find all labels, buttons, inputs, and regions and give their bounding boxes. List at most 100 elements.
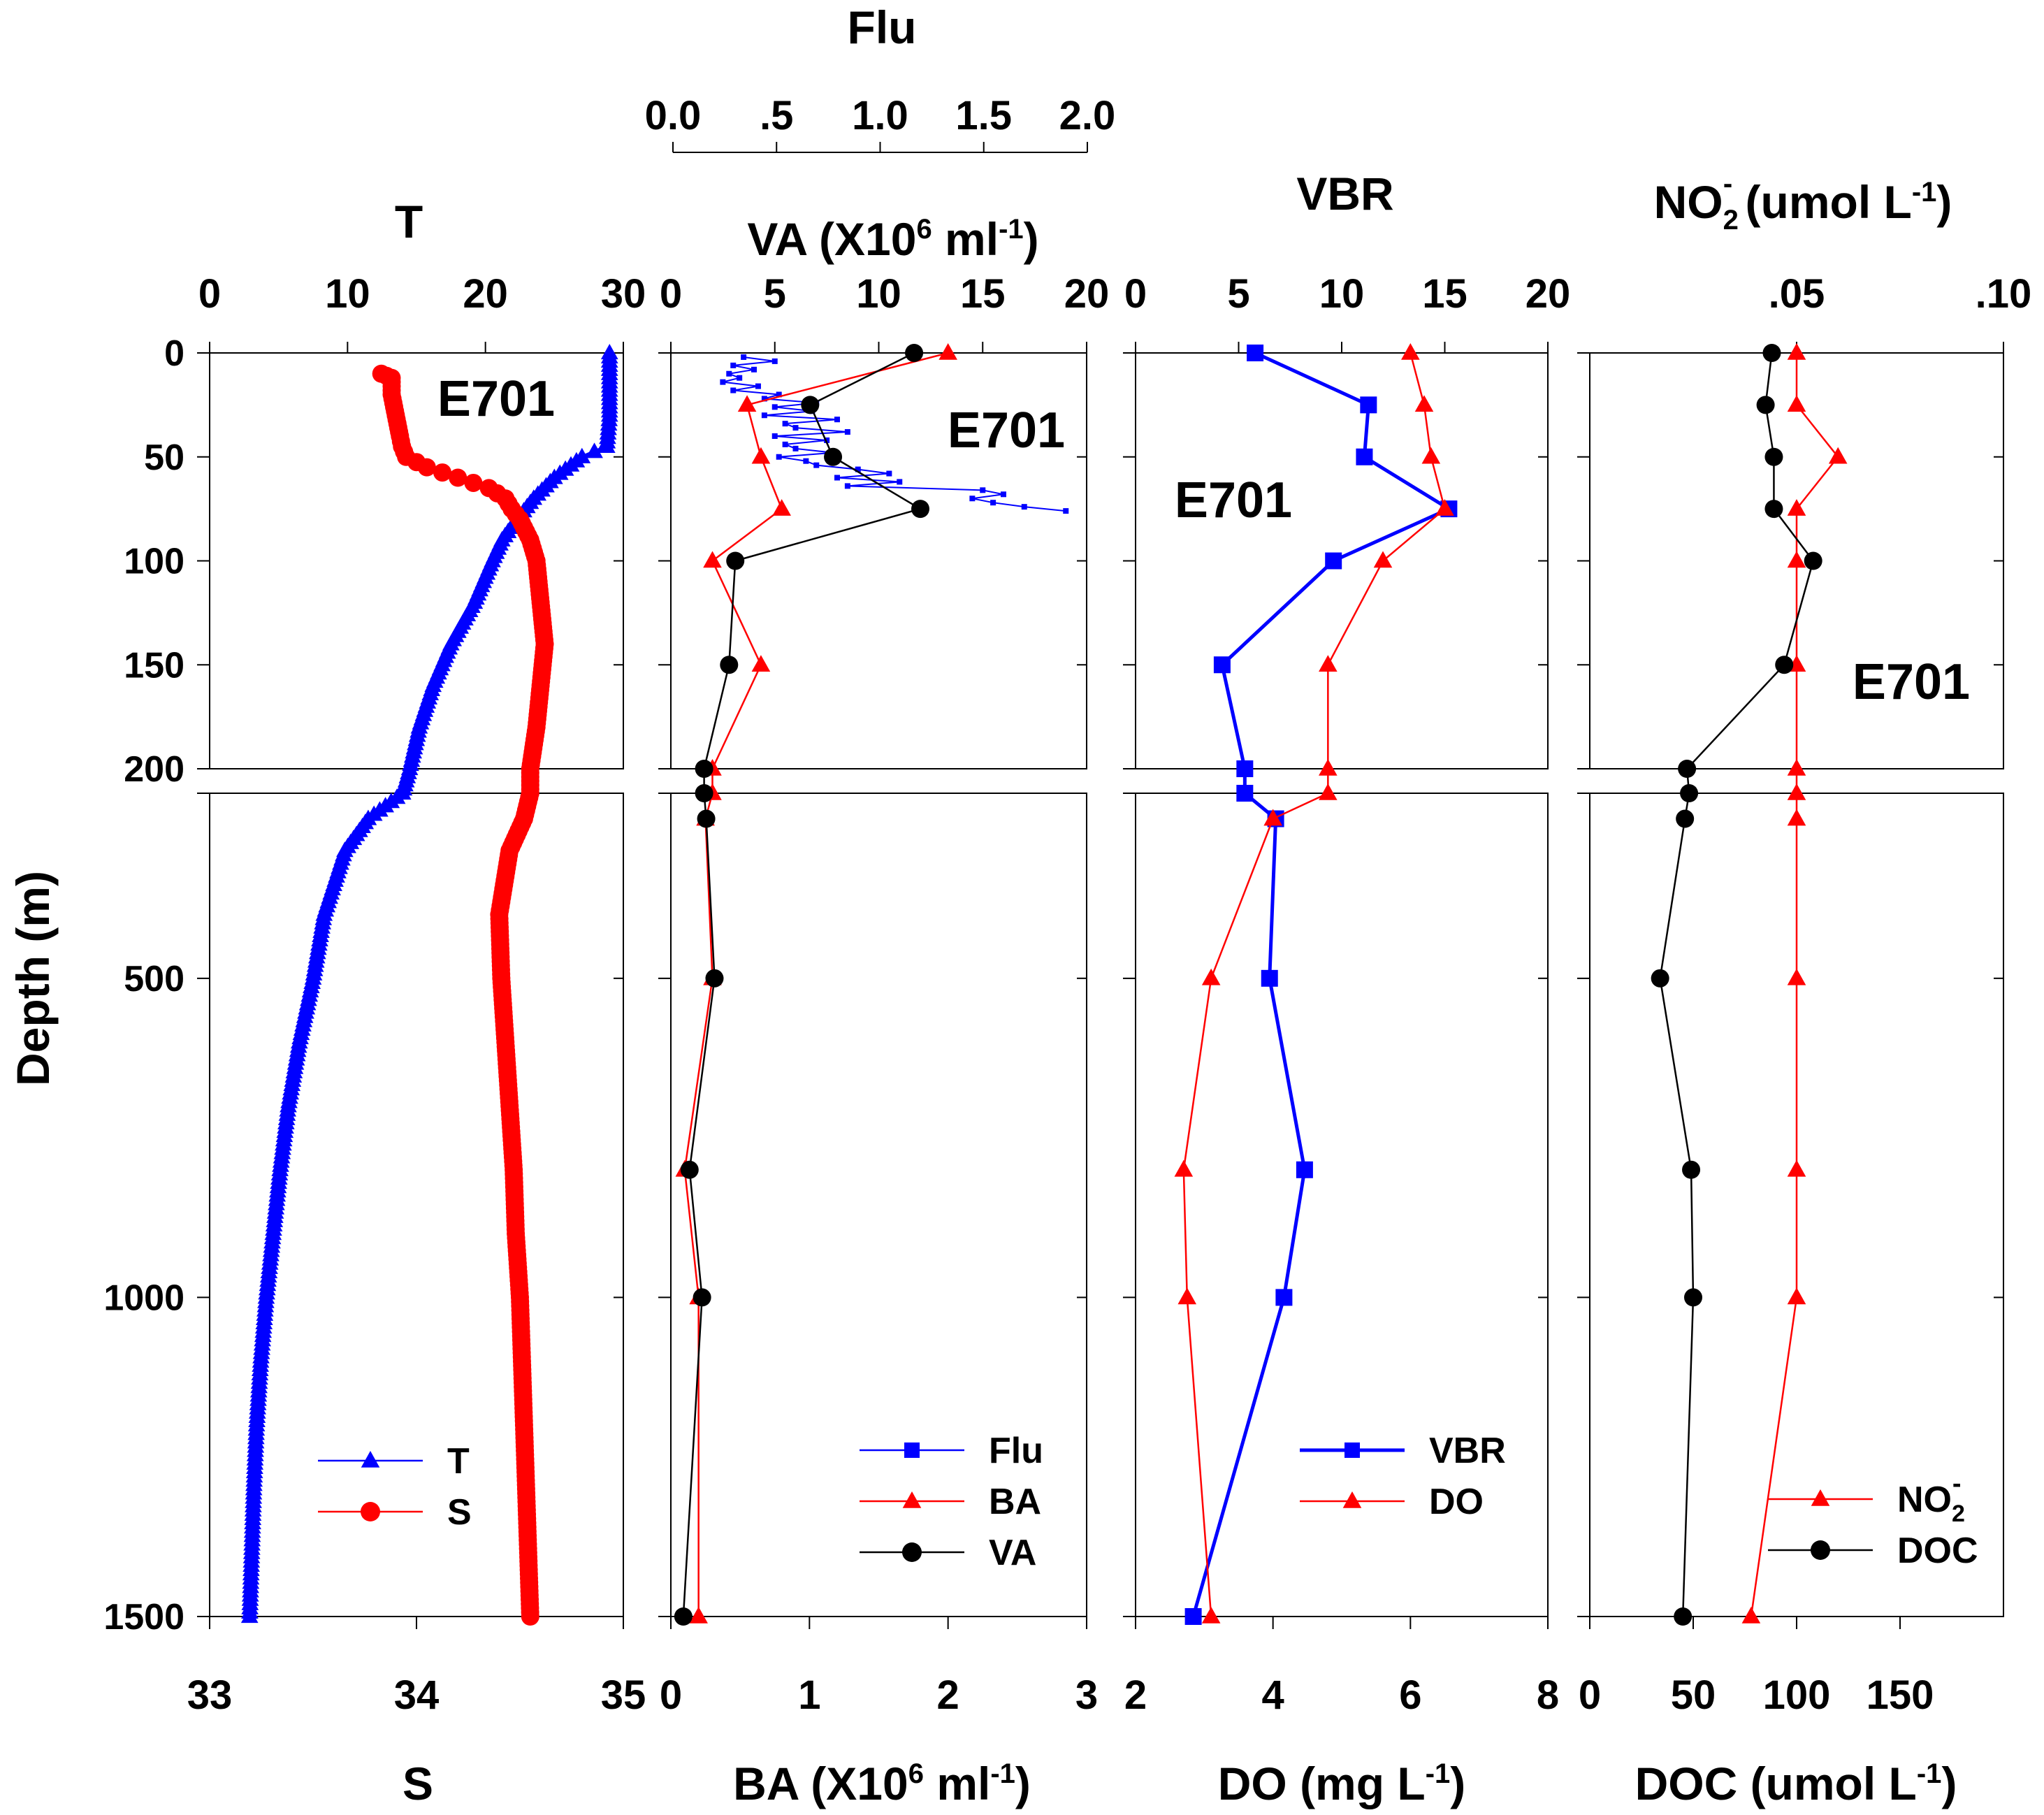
x-top-tick-label: 30: [601, 271, 646, 317]
data-point: [1435, 499, 1454, 516]
data-point: [755, 383, 761, 389]
data-point: [689, 1607, 708, 1624]
data-point: [761, 396, 767, 402]
data-point: [693, 1288, 711, 1307]
x-top-tick-label: .05: [1769, 271, 1825, 317]
data-point: [1787, 968, 1806, 985]
flu-tick-label: 2.0: [1059, 93, 1116, 138]
legend-label: DO: [1429, 1482, 1484, 1522]
legend-entry: VBR: [1300, 1431, 1506, 1471]
legend-entry: NO2 -: [1768, 1469, 1965, 1527]
data-point: [897, 479, 903, 485]
title-part: ml: [932, 213, 999, 265]
data-point: [1414, 395, 1434, 412]
panel-3-bottom-frame: [1135, 793, 1549, 1617]
x-bottom-tick-label: 50: [1671, 1672, 1716, 1718]
y-tick-label: 1500: [103, 1597, 184, 1637]
flu-tick-label: 1.5: [955, 93, 1012, 138]
data-series: [240, 343, 1848, 1626]
data-point: [1828, 447, 1848, 464]
data-point: [1787, 395, 1806, 412]
flu-tick-label: .5: [760, 93, 793, 138]
data-point: [824, 447, 843, 466]
series-line: [723, 356, 1066, 512]
legend-entry: Flu: [860, 1431, 1043, 1471]
legend-sup: -: [1952, 1469, 1962, 1498]
data-point: [720, 656, 739, 674]
x-bottom-tick-label: 33: [187, 1672, 233, 1718]
data-point: [834, 417, 840, 423]
x-bottom-tick-label: 2: [937, 1672, 959, 1718]
data-point: [834, 475, 840, 481]
data-point: [697, 809, 716, 828]
series-do: [1174, 343, 1454, 1624]
station-label: E701: [948, 403, 1065, 458]
data-point: [1296, 1161, 1313, 1178]
x-bottom-tick-label: 150: [1867, 1672, 1934, 1718]
data-point: [695, 760, 713, 778]
data-point: [1684, 1288, 1702, 1307]
title-part: ): [1015, 1758, 1031, 1809]
title-part: (umol L: [1732, 176, 1912, 228]
x-bottom-tick-label: 0: [1579, 1672, 1601, 1718]
data-point: [1319, 655, 1338, 672]
x-top-tick-label: 10: [325, 271, 370, 317]
title-part: NO: [1654, 176, 1723, 228]
title-part: DO (mg L: [1218, 1758, 1426, 1809]
series-vbr: [1184, 345, 1458, 1625]
data-point: [1021, 504, 1027, 510]
data-point: [1261, 969, 1278, 987]
x-bottom-tick-label: 3: [1075, 1672, 1098, 1718]
panel-frames: [209, 352, 2004, 1617]
data-point: [1676, 809, 1695, 828]
data-point: [464, 473, 483, 492]
data-point: [1201, 1607, 1221, 1624]
data-point: [782, 421, 788, 427]
data-point: [1775, 656, 1794, 674]
title-sup: 6: [916, 214, 932, 245]
data-point: [844, 483, 850, 489]
flu-tick-label: 1.0: [852, 93, 908, 138]
y-tick-label: 50: [144, 438, 184, 478]
data-point: [792, 425, 799, 431]
data-point: [1263, 809, 1282, 826]
series-va: [674, 344, 929, 1626]
data-point: [1177, 1287, 1197, 1305]
data-point: [1373, 551, 1393, 568]
data-point: [969, 496, 976, 502]
data-point: [911, 500, 929, 519]
x-top-tick-label: 0: [1124, 271, 1147, 317]
data-point: [1325, 552, 1342, 570]
title-sub: 2: [1723, 205, 1739, 236]
legend-entry: DOC: [1768, 1531, 1978, 1571]
title-sup: -1: [1917, 1758, 1942, 1789]
data-point: [855, 466, 861, 472]
title-sup: -: [1723, 168, 1732, 199]
data-point: [720, 379, 726, 385]
legend-marker: [1342, 1491, 1362, 1508]
data-point: [1001, 491, 1006, 498]
x-top-tick-label: 10: [1319, 271, 1365, 317]
panel-1-top-frame: [209, 352, 624, 769]
legend-marker: [361, 1502, 380, 1521]
title-sup: 6: [908, 1758, 924, 1789]
title-part: BA (X10: [733, 1758, 908, 1809]
data-point: [680, 1160, 699, 1179]
data-point: [1682, 1160, 1701, 1179]
data-point: [1319, 783, 1338, 800]
data-point: [726, 370, 732, 377]
data-point: [737, 395, 757, 412]
data-point: [1741, 1607, 1761, 1624]
x-top-tick-label: 0: [198, 271, 221, 317]
series-line: [1182, 352, 1446, 1617]
legend-marker: [361, 1451, 380, 1468]
data-point: [771, 404, 778, 410]
data-point: [730, 362, 737, 368]
legend-text: NO: [1897, 1480, 1952, 1520]
legend-marker: [1811, 1489, 1830, 1506]
data-point: [772, 499, 791, 516]
x-bottom-tick-label: 34: [394, 1672, 440, 1718]
legend-marker: [902, 1491, 922, 1508]
data-point: [1787, 343, 1806, 360]
